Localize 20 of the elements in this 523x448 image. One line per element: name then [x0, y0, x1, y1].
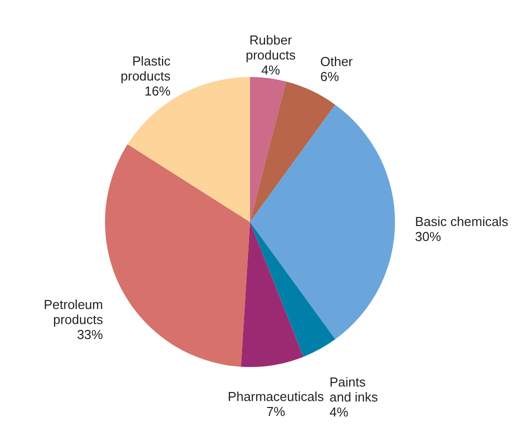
data-label: 4% [329, 404, 349, 420]
pie-slice [240, 222, 304, 367]
slice-label: Rubber products [246, 32, 296, 62]
data-label: 30% [415, 229, 442, 244]
slice-label: Pharmaceuticals [228, 388, 324, 404]
pie-slice [105, 144, 250, 367]
data-label: 4% [261, 62, 281, 78]
pie-slice [250, 77, 286, 222]
slice-label: Paints and inks [329, 374, 378, 404]
data-label: 16% [144, 84, 171, 99]
slice-label: Other [320, 54, 354, 69]
slice-label: Basic chemicals [415, 214, 509, 229]
pie-slice [250, 222, 336, 357]
pie-slice [250, 104, 395, 340]
data-label: 33% [76, 327, 104, 342]
data-label: 7% [266, 404, 286, 419]
slice-label: Petroleum products [44, 297, 104, 328]
slice-label: Plastic products [120, 54, 172, 84]
data-label: 6% [320, 68, 340, 84]
pie-slice [250, 82, 336, 222]
